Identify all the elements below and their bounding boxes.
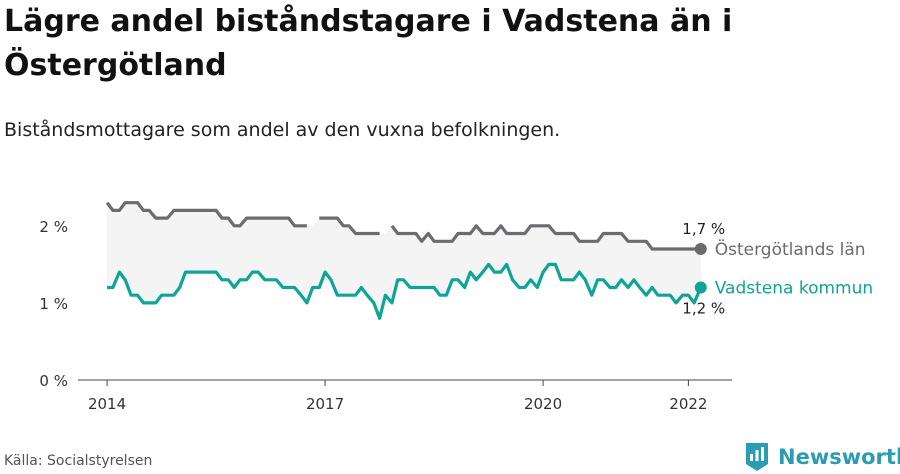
x-tick-label: 2014 bbox=[88, 395, 126, 413]
value-label-ostergotland: 1,7 % bbox=[682, 220, 725, 238]
y-tick-label: 2 % bbox=[39, 218, 68, 236]
x-tick-label: 2022 bbox=[669, 395, 707, 413]
newsworthy-logo-icon bbox=[746, 443, 768, 471]
series-line-vadstena bbox=[107, 262, 703, 320]
series-label-vadstena: Vadstena kommun bbox=[715, 279, 873, 299]
end-point-ostergotland bbox=[694, 242, 707, 255]
chart-title: Lägre andel biståndstagare i Vadstena än… bbox=[4, 4, 733, 83]
y-tick-label: 1 % bbox=[39, 295, 68, 313]
series-line-ostergotland bbox=[105, 201, 701, 251]
y-tick-label: 0 % bbox=[39, 372, 68, 390]
range-band bbox=[107, 202, 701, 319]
newsworthy-logo: Newsworthy bbox=[744, 442, 900, 472]
end-point-vadstena bbox=[694, 281, 707, 294]
series-label-ostergotland: Östergötlands län bbox=[715, 238, 866, 260]
x-tick-label: 2020 bbox=[524, 395, 562, 413]
brand-name: Newsworthy bbox=[778, 445, 900, 469]
x-tick-label: 2017 bbox=[306, 395, 344, 413]
source-note: Källa: Socialstyrelsen bbox=[4, 453, 153, 469]
chart-subtitle: Biståndsmottagare som andel av den vuxna… bbox=[4, 119, 561, 141]
value-label-vadstena: 1,2 % bbox=[682, 300, 725, 318]
